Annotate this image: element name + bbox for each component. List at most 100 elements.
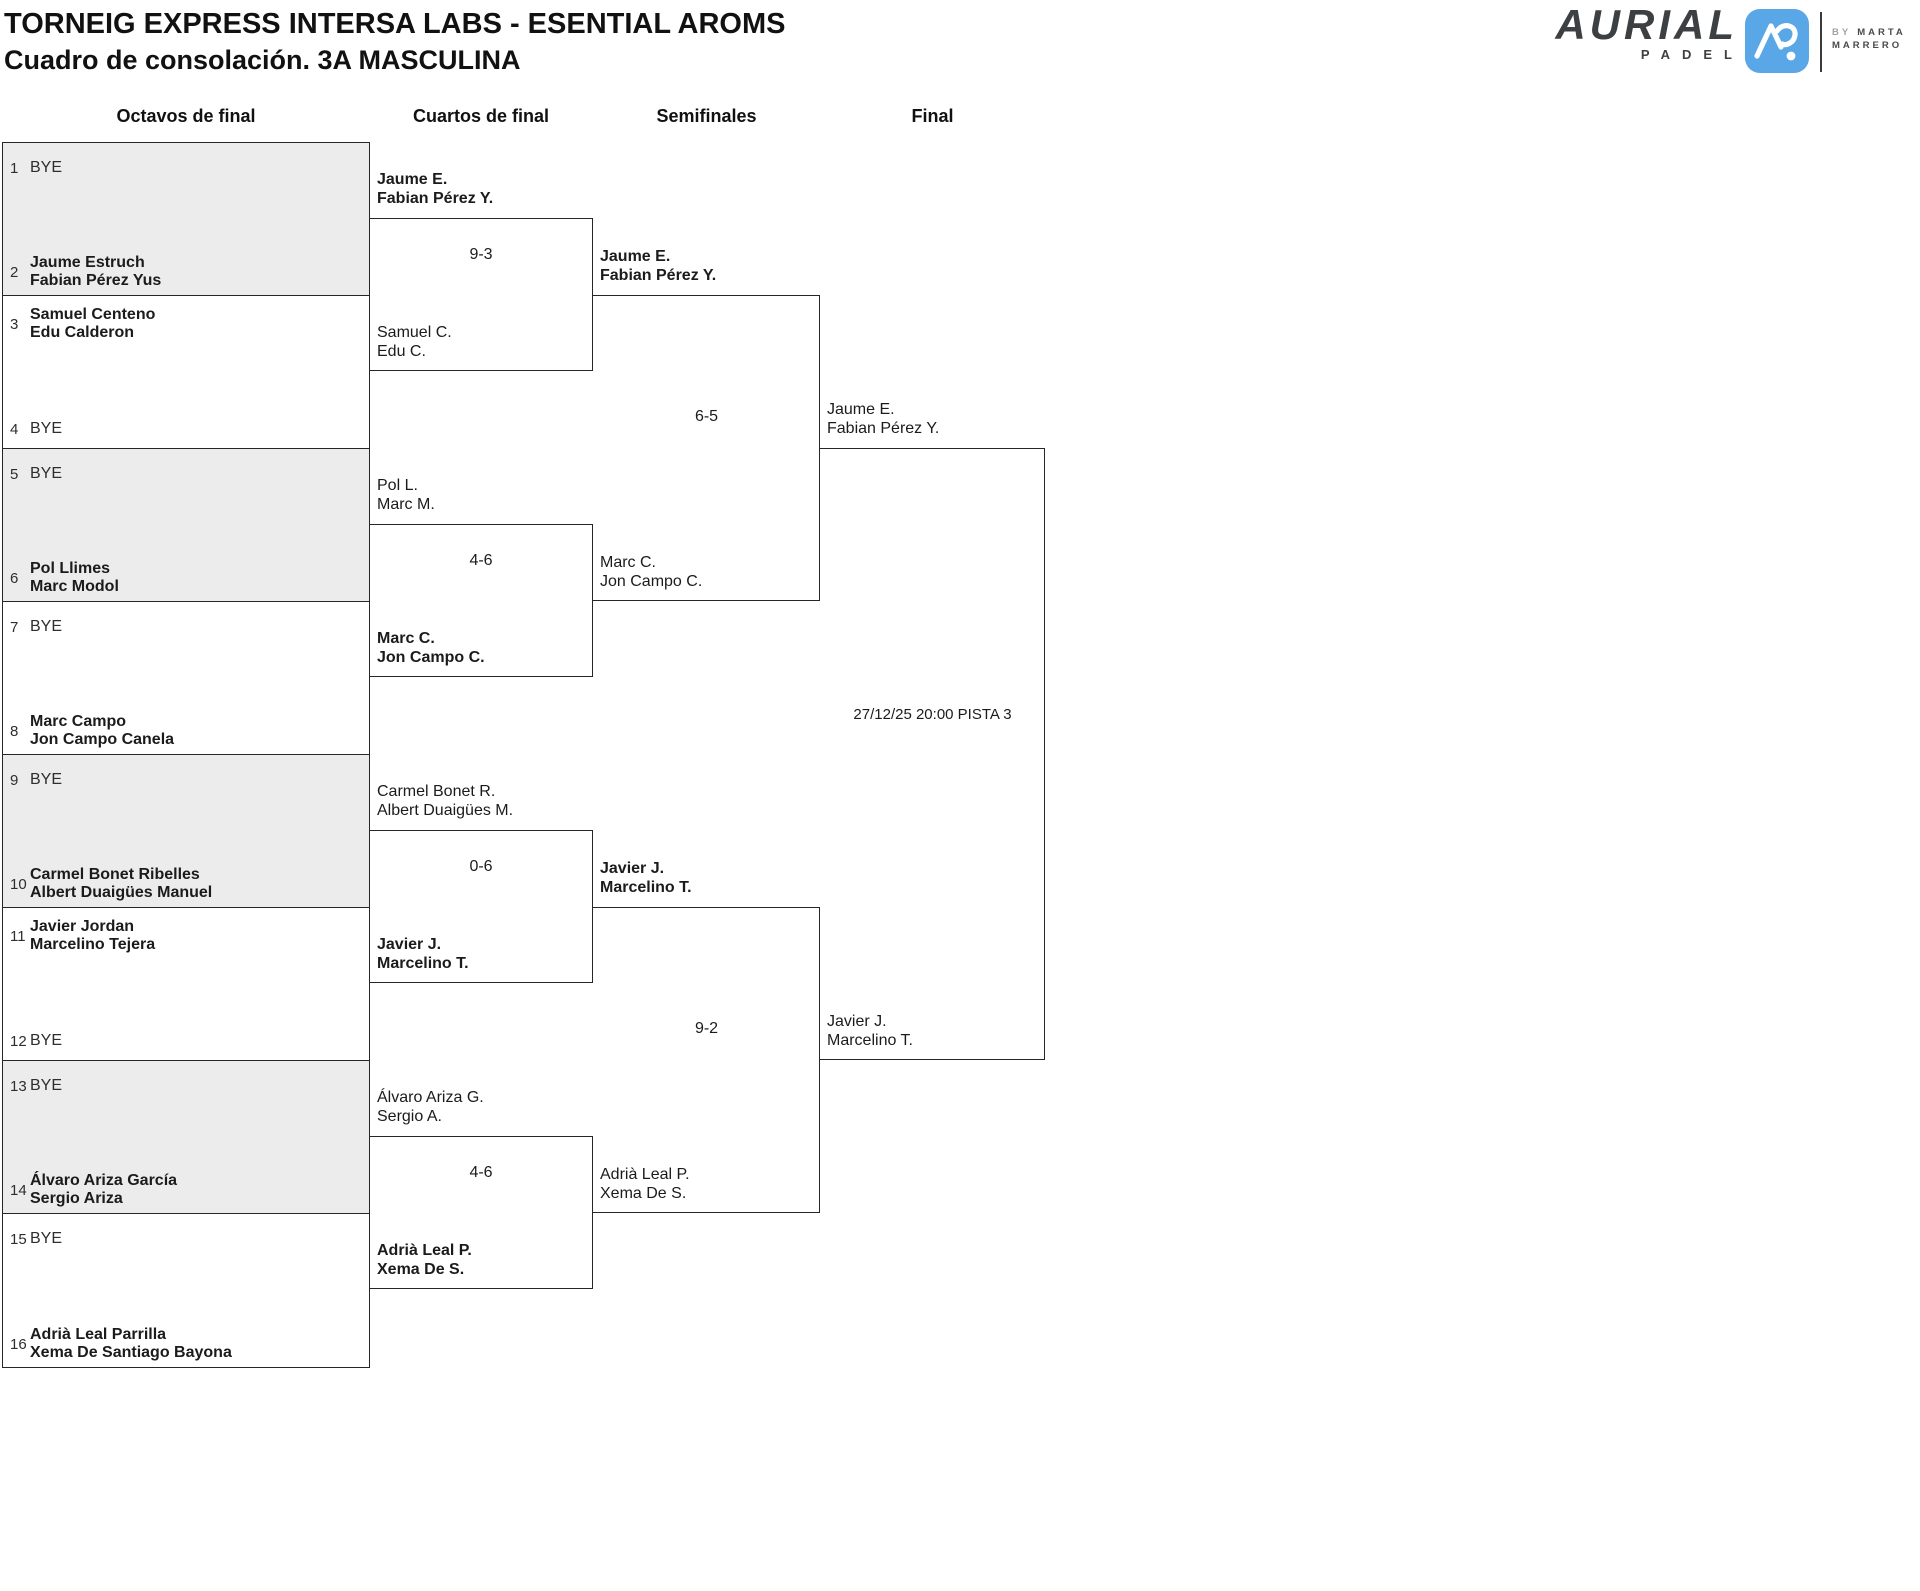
team-name: Jaume Estruch Fabian Pérez Yus xyxy=(30,254,162,289)
final-top-team: Jaume E. Fabian Pérez Y. xyxy=(827,401,940,437)
octavos-match-6: 11 Javier Jordan Marcelino Tejera 12 BYE xyxy=(3,908,369,1061)
qf1-top-team: Jaume E. Fabian Pérez Y. xyxy=(377,171,494,207)
qf4-score: 4-6 xyxy=(469,1164,493,1181)
qf2-top-team: Pol L. Marc M. xyxy=(377,477,435,513)
qf1-bottom-team: Samuel C. Edu C. xyxy=(377,324,452,360)
team-name: BYE xyxy=(30,465,63,482)
qf2-score: 4-6 xyxy=(469,552,493,569)
octavos-match-4: 7 BYE 8 Marc Campo Jon Campo Canela xyxy=(3,602,369,755)
bracket-slot-1: 1 BYE xyxy=(3,159,62,177)
team-name: Samuel Centeno Edu Calderon xyxy=(30,306,156,341)
seed-number: 13 xyxy=(10,1077,27,1095)
bracket-slot-8: 8 Marc Campo Jon Campo Canela xyxy=(3,713,174,749)
seed-number: 3 xyxy=(10,315,19,333)
final-schedule: 27/12/25 20:00 PISTA 3 xyxy=(853,706,1012,723)
logo-brand-subtext: PADEL xyxy=(1640,47,1744,62)
octavos-column: 1 BYE 2 Jaume Estruch Fabian Pérez Yus 3 … xyxy=(2,142,370,1368)
bracket-slot-2: 2 Jaume Estruch Fabian Pérez Yus xyxy=(3,254,161,290)
logo-divider xyxy=(1820,12,1822,72)
seed-number: 8 xyxy=(10,722,19,740)
logo-byline: BY MARTA MARRERO xyxy=(1832,26,1906,52)
sf1-score: 6-5 xyxy=(694,408,719,425)
aurial-a-mark-icon xyxy=(1745,9,1809,73)
seed-number: 10 xyxy=(10,875,27,893)
bracket-slot-5: 5 BYE xyxy=(3,465,62,483)
logo-brand-text: AURIAL xyxy=(1555,1,1738,48)
qf4-top-team: Álvaro Ariza G. Sergio A. xyxy=(377,1089,484,1125)
bracket-slot-3: 3 Samuel Centeno Edu Calderon xyxy=(3,306,155,342)
column-header-cuartos: Cuartos de final xyxy=(412,106,550,126)
octavos-match-8: 15 BYE 16 Adrià Leal Parrilla Xema De San… xyxy=(3,1214,369,1367)
logo-by-name-1: MARTA xyxy=(1857,27,1906,38)
octavos-match-7: 13 BYE 14 Álvaro Ariza García Sergio Ariz… xyxy=(3,1061,369,1214)
logo-by-prefix: BY xyxy=(1832,27,1852,38)
qf4-bottom-team: Adrià Leal P. Xema De S. xyxy=(377,1242,472,1278)
semifinal-1-connector xyxy=(593,295,820,601)
bracket-slot-7: 7 BYE xyxy=(3,618,62,636)
octavos-match-2: 3 Samuel Centeno Edu Calderon 4 BYE xyxy=(3,296,369,449)
team-name: BYE xyxy=(30,1230,63,1247)
bracket-slot-6: 6 Pol Llimes Marc Modol xyxy=(3,560,119,596)
sf2-bottom-team: Adrià Leal P. Xema De S. xyxy=(600,1166,690,1202)
qf2-bottom-team: Marc C. Jon Campo C. xyxy=(377,630,485,666)
octavos-match-3: 5 BYE 6 Pol Llimes Marc Modol xyxy=(3,449,369,602)
team-name: Marc Campo Jon Campo Canela xyxy=(30,713,175,748)
team-name: BYE xyxy=(30,618,63,635)
quarterfinal-1-connector xyxy=(369,218,593,371)
logo-by-name-2: MARRERO xyxy=(1832,40,1903,51)
seed-number: 15 xyxy=(10,1230,27,1248)
team-name: BYE xyxy=(30,159,63,176)
quarterfinal-3-connector xyxy=(369,830,593,983)
sf2-score: 9-2 xyxy=(694,1020,719,1037)
column-header-semifinales: Semifinales xyxy=(656,106,757,126)
sf1-bottom-team: Marc C. Jon Campo C. xyxy=(600,554,703,590)
semifinal-2-connector xyxy=(593,907,820,1213)
seed-number: 12 xyxy=(10,1032,27,1050)
bracket-slot-13: 13 BYE xyxy=(3,1077,62,1095)
seed-number: 6 xyxy=(10,569,19,587)
quarterfinal-4-connector xyxy=(369,1136,593,1289)
seed-number: 11 xyxy=(10,927,26,945)
bracket-slot-16: 16 Adrià Leal Parrilla Xema De Santiago B… xyxy=(3,1326,232,1362)
qf3-bottom-team: Javier J. Marcelino T. xyxy=(377,936,469,972)
qf3-top-team: Carmel Bonet R. Albert Duaigües M. xyxy=(377,783,514,819)
bracket-slot-11: 11 Javier Jordan Marcelino Tejera xyxy=(3,918,155,954)
seed-number: 4 xyxy=(10,420,19,438)
quarterfinal-2-connector xyxy=(369,524,593,677)
team-name: Adrià Leal Parrilla Xema De Santiago Bayo… xyxy=(30,1326,232,1361)
team-name: Carmel Bonet Ribelles Albert Duaigües Man… xyxy=(30,866,213,901)
seed-number: 7 xyxy=(10,618,19,636)
seed-number: 1 xyxy=(10,159,19,177)
qf1-score: 9-3 xyxy=(469,246,493,263)
bracket-slot-10: 10 Carmel Bonet Ribelles Albert Duaigües … xyxy=(3,866,212,902)
team-name: Álvaro Ariza García Sergio Ariza xyxy=(30,1172,178,1207)
octavos-match-5: 9 BYE 10 Carmel Bonet Ribelles Albert Dua… xyxy=(3,755,369,908)
team-name: Javier Jordan Marcelino Tejera xyxy=(30,918,156,953)
octavos-match-1: 1 BYE 2 Jaume Estruch Fabian Pérez Yus xyxy=(3,143,369,296)
bracket-slot-12: 12 BYE xyxy=(3,1032,62,1050)
bracket-slot-4: 4 BYE xyxy=(3,420,62,438)
team-name: BYE xyxy=(30,420,63,437)
bracket-slot-15: 15 BYE xyxy=(3,1230,62,1248)
aurial-logo: AURIAL PADEL xyxy=(1546,1,1738,63)
team-name: Pol Llimes Marc Modol xyxy=(30,560,119,595)
page-title: TORNEIG EXPRESS INTERSA LABS - ESENTIAL … xyxy=(4,8,786,40)
seed-number: 5 xyxy=(10,465,19,483)
team-name: BYE xyxy=(30,771,63,788)
bracket-slot-9: 9 BYE xyxy=(3,771,62,789)
seed-number: 2 xyxy=(10,263,19,281)
page-subtitle: Cuadro de consolación. 3A MASCULINA xyxy=(4,45,521,75)
column-header-final: Final xyxy=(911,106,954,126)
seed-number: 14 xyxy=(10,1181,27,1199)
qf3-score: 0-6 xyxy=(469,858,493,875)
final-bottom-team: Javier J. Marcelino T. xyxy=(827,1013,913,1049)
sf1-top-team: Jaume E. Fabian Pérez Y. xyxy=(600,248,717,284)
seed-number: 16 xyxy=(10,1335,27,1353)
column-header-octavos: Octavos de final xyxy=(116,106,256,126)
sf2-top-team: Javier J. Marcelino T. xyxy=(600,860,692,896)
bracket-slot-14: 14 Álvaro Ariza García Sergio Ariza xyxy=(3,1172,177,1208)
seed-number: 9 xyxy=(10,771,19,789)
final-connector xyxy=(820,448,1045,1060)
team-name: BYE xyxy=(30,1077,63,1094)
